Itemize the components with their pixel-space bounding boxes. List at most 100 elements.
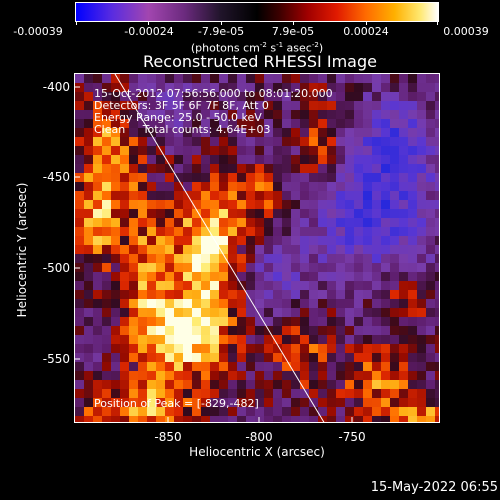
image-pixel bbox=[174, 380, 183, 389]
image-pixel bbox=[84, 398, 93, 407]
image-pixel bbox=[120, 218, 129, 227]
image-pixel bbox=[147, 191, 156, 200]
image-pixel bbox=[354, 164, 363, 173]
image-pixel bbox=[345, 371, 354, 380]
image-pixel bbox=[390, 326, 399, 335]
colorbar-tick bbox=[437, 21, 438, 25]
image-pixel bbox=[237, 290, 246, 299]
image-pixel bbox=[300, 326, 309, 335]
image-pixel bbox=[372, 245, 381, 254]
image-pixel bbox=[174, 191, 183, 200]
image-pixel bbox=[327, 209, 336, 218]
image-pixel bbox=[264, 191, 273, 200]
image-pixel bbox=[327, 407, 336, 416]
image-pixel bbox=[255, 362, 264, 371]
image-pixel bbox=[273, 236, 282, 245]
colorbar-tick bbox=[148, 21, 149, 25]
image-pixel bbox=[417, 308, 426, 317]
image-pixel bbox=[282, 218, 291, 227]
image-pixel bbox=[399, 254, 408, 263]
image-pixel bbox=[309, 380, 318, 389]
image-pixel bbox=[138, 227, 147, 236]
image-pixel bbox=[408, 155, 417, 164]
image-pixel bbox=[93, 92, 102, 101]
image-pixel bbox=[309, 299, 318, 308]
image-pixel bbox=[327, 137, 336, 146]
image-pixel bbox=[408, 191, 417, 200]
image-pixel bbox=[309, 191, 318, 200]
image-pixel bbox=[165, 416, 174, 422]
image-pixel bbox=[138, 182, 147, 191]
image-pixel bbox=[399, 335, 408, 344]
image-pixel bbox=[84, 353, 93, 362]
image-pixel bbox=[309, 92, 318, 101]
image-pixel bbox=[273, 254, 282, 263]
image-pixel bbox=[219, 326, 228, 335]
info-detectors: Detectors: 3F 5F 6F 7F 8F, Att 0 bbox=[94, 99, 269, 112]
image-pixel bbox=[435, 362, 439, 371]
image-pixel bbox=[408, 317, 417, 326]
image-pixel bbox=[327, 218, 336, 227]
image-pixel bbox=[93, 236, 102, 245]
image-pixel bbox=[237, 200, 246, 209]
image-pixel bbox=[264, 407, 273, 416]
image-pixel bbox=[345, 344, 354, 353]
image-pixel bbox=[273, 83, 282, 92]
image-pixel bbox=[426, 380, 435, 389]
image-pixel bbox=[147, 299, 156, 308]
units-text: asec bbox=[283, 41, 312, 55]
image-pixel bbox=[93, 128, 102, 137]
image-pixel bbox=[336, 398, 345, 407]
image-pixel bbox=[174, 263, 183, 272]
image-pixel bbox=[84, 371, 93, 380]
image-pixel bbox=[120, 416, 129, 422]
image-pixel bbox=[264, 290, 273, 299]
image-pixel bbox=[237, 146, 246, 155]
image-pixel bbox=[300, 362, 309, 371]
image-pixel bbox=[156, 74, 165, 83]
image-pixel bbox=[75, 398, 84, 407]
image-pixel bbox=[138, 389, 147, 398]
image-pixel bbox=[237, 326, 246, 335]
image-pixel bbox=[390, 254, 399, 263]
image-pixel bbox=[417, 281, 426, 290]
image-pixel bbox=[192, 218, 201, 227]
image-pixel bbox=[93, 407, 102, 416]
image-pixel bbox=[165, 236, 174, 245]
image-pixel bbox=[84, 209, 93, 218]
image-pixel bbox=[273, 200, 282, 209]
image-pixel bbox=[417, 416, 426, 422]
image-pixel bbox=[354, 101, 363, 110]
image-pixel bbox=[237, 155, 246, 164]
image-pixel bbox=[336, 173, 345, 182]
image-pixel bbox=[210, 299, 219, 308]
image-pixel bbox=[237, 182, 246, 191]
image-pixel bbox=[246, 119, 255, 128]
image-pixel bbox=[75, 326, 84, 335]
image-pixel bbox=[147, 398, 156, 407]
image-pixel bbox=[318, 263, 327, 272]
units-exponent: -1 bbox=[276, 41, 284, 49]
image-pixel bbox=[102, 362, 111, 371]
image-pixel bbox=[372, 164, 381, 173]
plot-title: Reconstructed RHESSI Image bbox=[143, 52, 377, 71]
image-pixel bbox=[291, 389, 300, 398]
image-pixel bbox=[237, 254, 246, 263]
image-pixel bbox=[102, 290, 111, 299]
image-pixel bbox=[291, 272, 300, 281]
image-pixel bbox=[75, 344, 84, 353]
image-pixel bbox=[75, 299, 84, 308]
image-pixel bbox=[435, 371, 439, 380]
image-pixel bbox=[84, 146, 93, 155]
image-pixel bbox=[282, 137, 291, 146]
image-pixel bbox=[192, 254, 201, 263]
image-pixel bbox=[210, 101, 219, 110]
image-pixel bbox=[426, 218, 435, 227]
image-pixel bbox=[426, 335, 435, 344]
image-pixel bbox=[336, 182, 345, 191]
image-pixel bbox=[273, 263, 282, 272]
image-pixel bbox=[174, 299, 183, 308]
image-pixel bbox=[219, 227, 228, 236]
image-pixel bbox=[156, 227, 165, 236]
image-pixel bbox=[309, 407, 318, 416]
